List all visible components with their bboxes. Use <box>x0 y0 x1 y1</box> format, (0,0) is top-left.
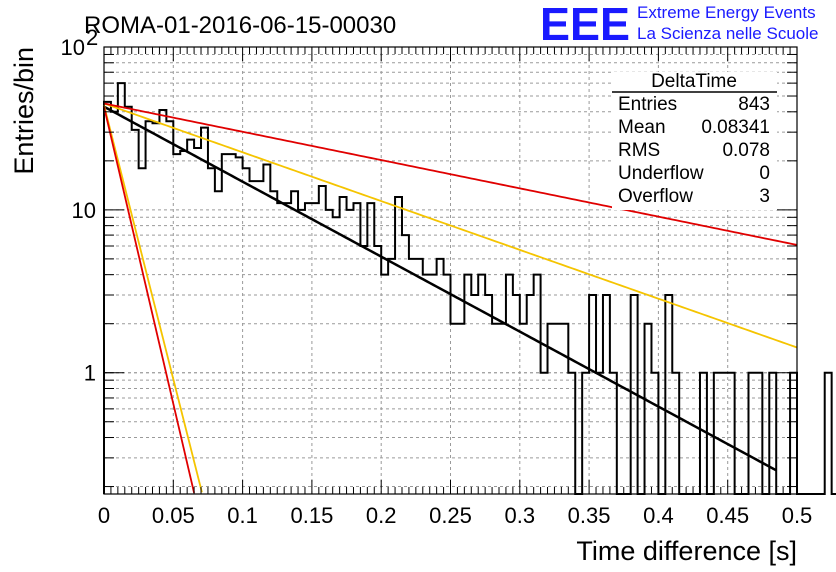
x-tick-labels: 0 0.05 0.1 0.15 0.2 0.25 0.3 0.35 0.4 0.45 0.5 <box>98 503 812 528</box>
x-tick-label: 0.4 <box>643 503 674 528</box>
stats-rows: Entries 843 Mean 0.08341 RMS 0.078 Underflow 0 O… <box>618 94 770 207</box>
stats-row-value: 0.078 <box>722 140 770 161</box>
y-tick-label: 1 <box>84 361 96 386</box>
fit-curve <box>103 102 798 349</box>
x-tick-label: 0.3 <box>505 503 536 528</box>
stats-row-label: Overflow <box>618 186 693 207</box>
stats-row-value: 0 <box>759 163 770 184</box>
stats-row-label: RMS <box>618 140 660 161</box>
histogram <box>103 82 836 495</box>
fit-curve <box>103 102 798 246</box>
fit-curve <box>103 105 777 472</box>
fit-curve <box>103 106 195 494</box>
eee-logo: EEE Extreme Energy Events La Scienza nel… <box>540 0 818 50</box>
x-axis-title: Time difference [s] <box>576 536 797 566</box>
eee-logo-line2: La Scienza nelle Scuole <box>637 24 818 43</box>
stats-box: DeltaTime Entries 843 Mean 0.08341 RMS 0.078 U… <box>612 71 777 210</box>
x-tick-label: 0.45 <box>706 503 749 528</box>
stats-title: DeltaTime <box>651 71 737 92</box>
stats-row-label: Mean <box>618 117 666 138</box>
x-tick-label: 0.2 <box>366 503 397 528</box>
x-tick-label: 0.35 <box>568 503 611 528</box>
x-tick-label: 0.05 <box>152 503 195 528</box>
x-tick-label: 0.1 <box>227 503 258 528</box>
y-tick-label-exponent: 2 <box>86 25 98 50</box>
stats-box-background <box>612 72 777 210</box>
axis-ticks <box>103 46 798 494</box>
stats-row-value: 0.08341 <box>701 117 770 138</box>
x-tick-label: 0.25 <box>429 503 472 528</box>
x-tick-label: 0.5 <box>782 503 813 528</box>
stats-row-value: 3 <box>759 186 770 207</box>
histogram-line <box>103 82 836 495</box>
stats-row-label: Underflow <box>618 163 704 184</box>
y-tick-label: 10 <box>72 198 96 223</box>
y-axis-title: Entries/bin <box>9 47 39 175</box>
eee-logo-line1: Extreme Energy Events <box>637 3 816 22</box>
x-tick-label: 0 <box>98 503 110 528</box>
chart-title: ROMA-01-2016-06-15-00030 <box>84 12 396 39</box>
x-tick-label: 0.15 <box>290 503 333 528</box>
eee-logo-letters: EEE <box>540 0 630 50</box>
fit-curve <box>103 104 203 493</box>
fit-curves <box>103 102 798 494</box>
stats-row-label: Entries <box>618 94 677 115</box>
y-tick-label: 10 <box>61 35 85 60</box>
stats-row-value: 843 <box>738 94 770 115</box>
